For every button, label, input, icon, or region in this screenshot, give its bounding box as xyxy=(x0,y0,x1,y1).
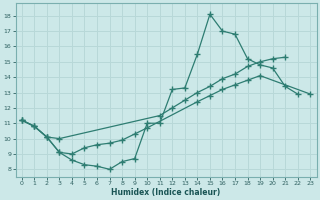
X-axis label: Humidex (Indice chaleur): Humidex (Indice chaleur) xyxy=(111,188,221,197)
